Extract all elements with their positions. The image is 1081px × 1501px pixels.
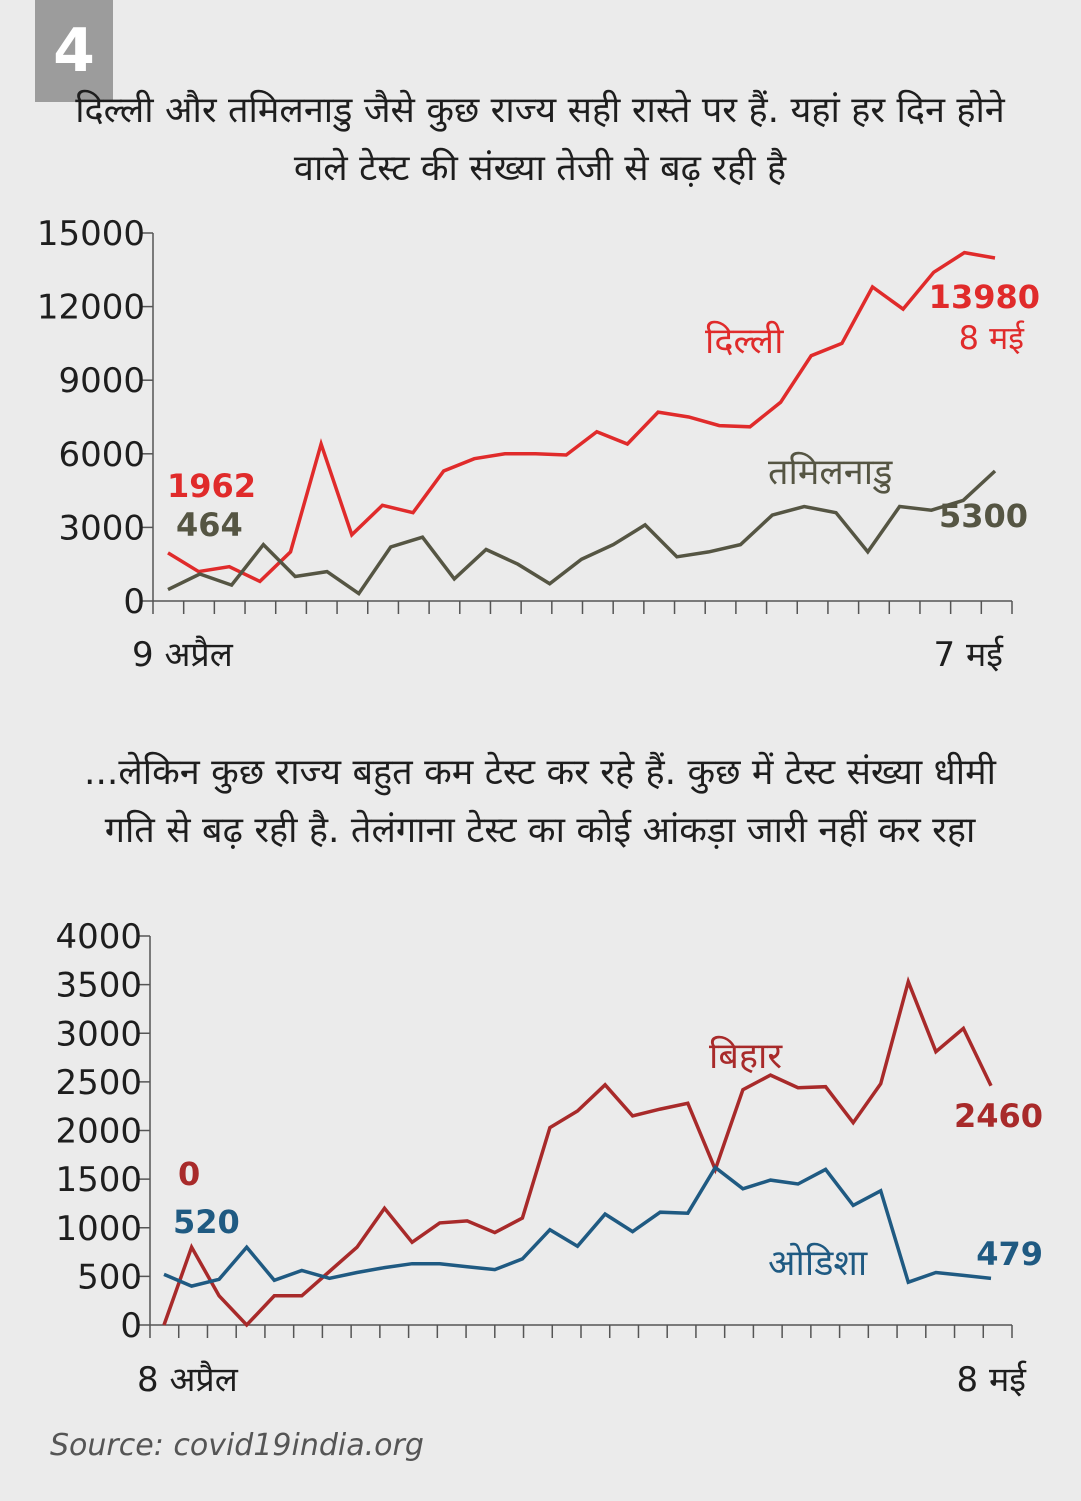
chart2-series-1-start-label: 0 (178, 1155, 200, 1193)
chart2-series-1-name-label: बिहार (709, 1035, 783, 1077)
chart2-y-tick-label: 3000 (55, 1014, 142, 1054)
chart2-y-tick-label: 500 (77, 1257, 142, 1297)
chart2-x-end-label: 8 मई (957, 1360, 1028, 1400)
chart1-x-end-label: 7 मई (934, 635, 1005, 675)
chart2-series-line-2 (163, 1164, 992, 1288)
chart1-y-tick-label: 3000 (58, 508, 145, 548)
chart1-x-start-label: 9 अप्रैल (132, 635, 234, 675)
chart2-series-1-end-label: 2460 (954, 1097, 1043, 1135)
chart1-heading: दिल्ली और तमिलनाडु जैसे कुछ राज्य सही रा… (75, 90, 1005, 189)
chart1-y-tick-label: 6000 (58, 435, 145, 475)
page-number-badge: 4 (35, 0, 113, 102)
chart2-series-2-end-label: 479 (976, 1235, 1043, 1273)
chart1-series-1-start-label: 1962 (167, 467, 256, 505)
chart2-y-tick-label: 2500 (55, 1063, 142, 1103)
chart2-y-tick-label: 1000 (55, 1209, 142, 1249)
chart2-series-2-name-label: ओडिशा (768, 1242, 868, 1284)
chart2-y-tick-label: 3500 (55, 966, 142, 1006)
chart1-series-1-name-label: दिल्ली (705, 320, 784, 362)
chart1: 0 3000 6000 9000 12000 15000 9 अप्रैल 7 मई 1962 1… (37, 214, 1040, 675)
chart2-y-tick-label: 1500 (55, 1160, 142, 1200)
chart2-series-2-start-label: 520 (173, 1203, 240, 1241)
chart2-y-tick-label: 4000 (55, 917, 142, 957)
chart1-series-line-2 (167, 469, 997, 597)
chart1-y-tick-label: 12000 (37, 288, 145, 328)
chart1-y-tick-label: 9000 (58, 361, 145, 401)
chart1-series-1-end-date-label: 8 मई (959, 319, 1026, 357)
chart2: 0 500 1000 1500 2000 2500 3000 3500 4000 8 अप्रैल… (55, 917, 1043, 1400)
chart1-series-2-name-label: तमिलनाडु (768, 451, 893, 494)
chart1-series-line-1 (167, 250, 996, 584)
chart1-series-2-end-label: 5300 (939, 497, 1028, 535)
chart1-y-tick-label: 15000 (37, 214, 145, 254)
chart2-series-line-1 (162, 976, 993, 1328)
chart1-y-tick-label: 0 (123, 582, 145, 622)
chart2-x-start-label: 8 अप्रैल (137, 1360, 239, 1400)
chart2-y-tick-label: 0 (120, 1306, 142, 1346)
chart1-series-2-start-label: 464 (176, 506, 243, 544)
chart1-series-1-end-label: 13980 (929, 278, 1040, 316)
source-note: Source: covid19india.org (50, 1428, 424, 1463)
chart2-y-tick-label: 2000 (55, 1112, 142, 1152)
chart2-heading: ...लेकिन कुछ राज्य बहुत कम टेस्ट कर रहे … (84, 752, 996, 851)
